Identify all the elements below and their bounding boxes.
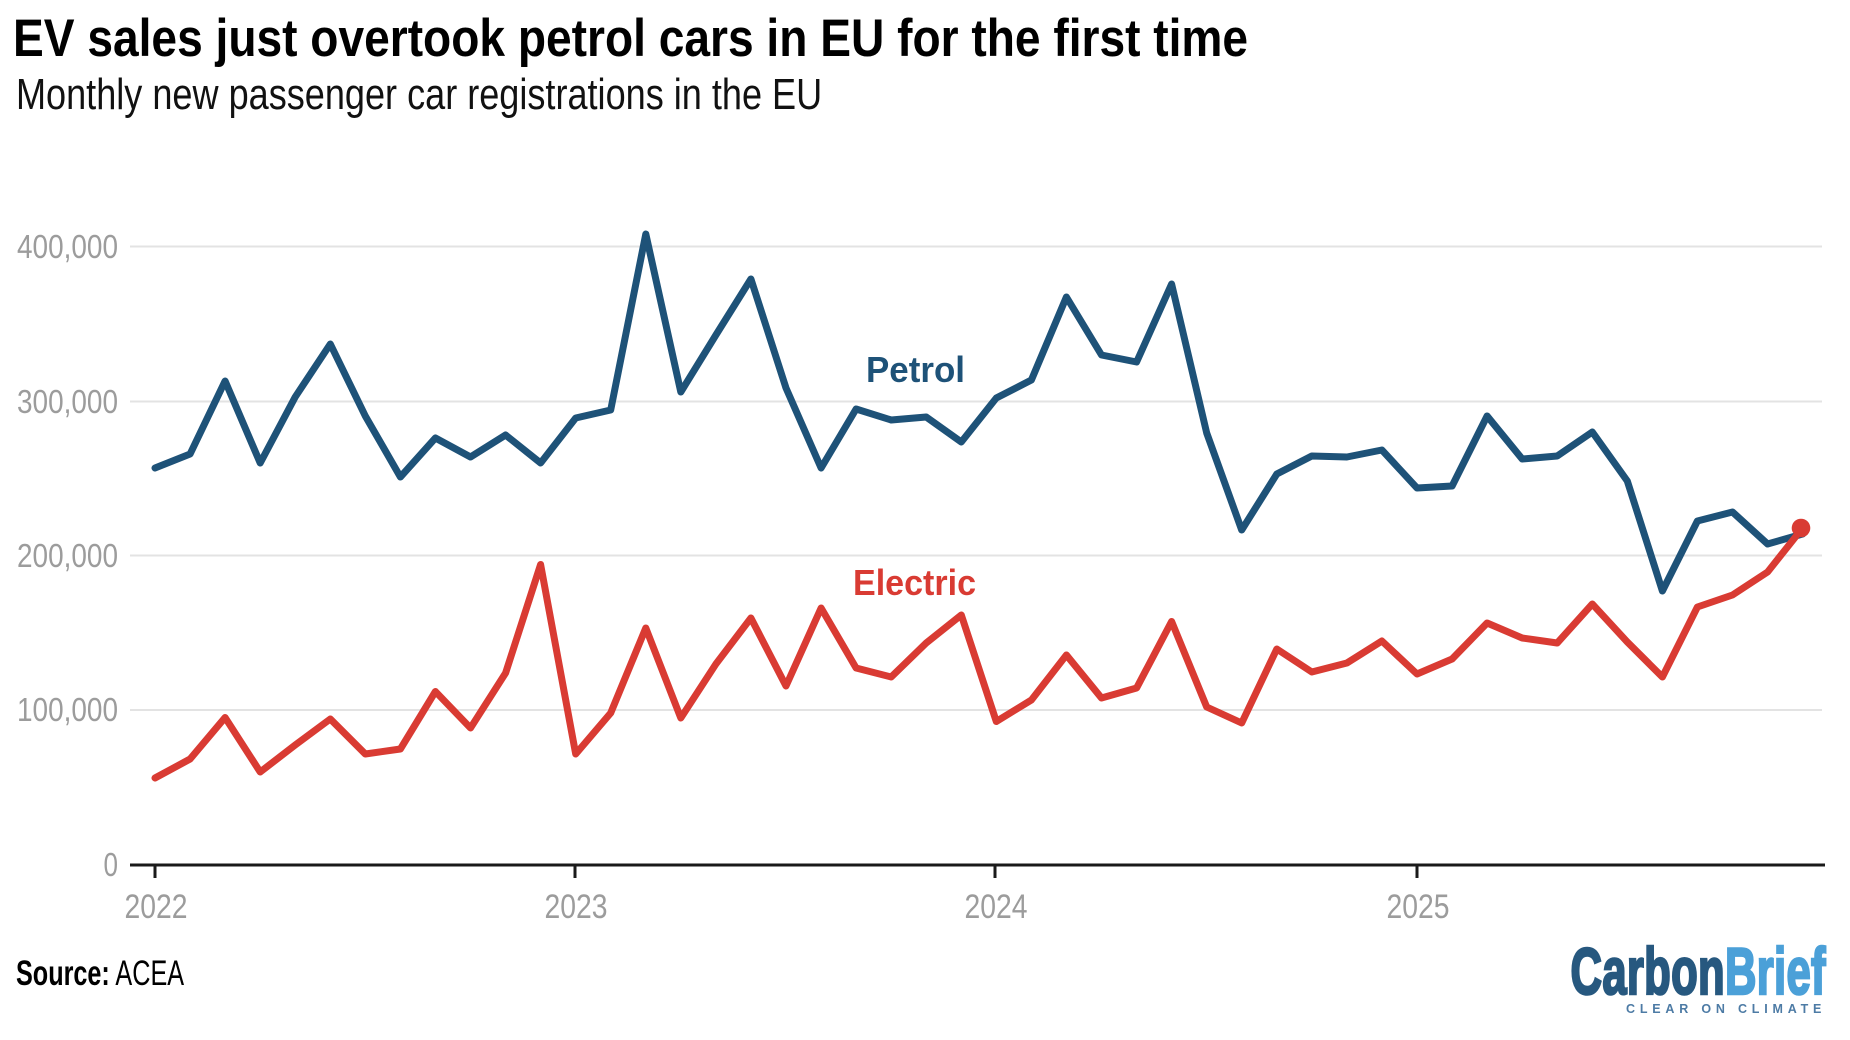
svg-text:2023: 2023: [545, 888, 608, 926]
svg-text:300,000: 300,000: [17, 383, 118, 420]
svg-text:2025: 2025: [1387, 888, 1450, 926]
svg-text:Petrol: Petrol: [866, 349, 965, 390]
svg-text:0: 0: [104, 846, 119, 883]
svg-text:Electric: Electric: [853, 562, 976, 603]
svg-text:200,000: 200,000: [17, 537, 118, 574]
svg-text:400,000: 400,000: [17, 228, 118, 265]
svg-text:100,000: 100,000: [17, 691, 118, 728]
svg-text:2022: 2022: [125, 888, 188, 926]
svg-text:2024: 2024: [965, 888, 1028, 926]
